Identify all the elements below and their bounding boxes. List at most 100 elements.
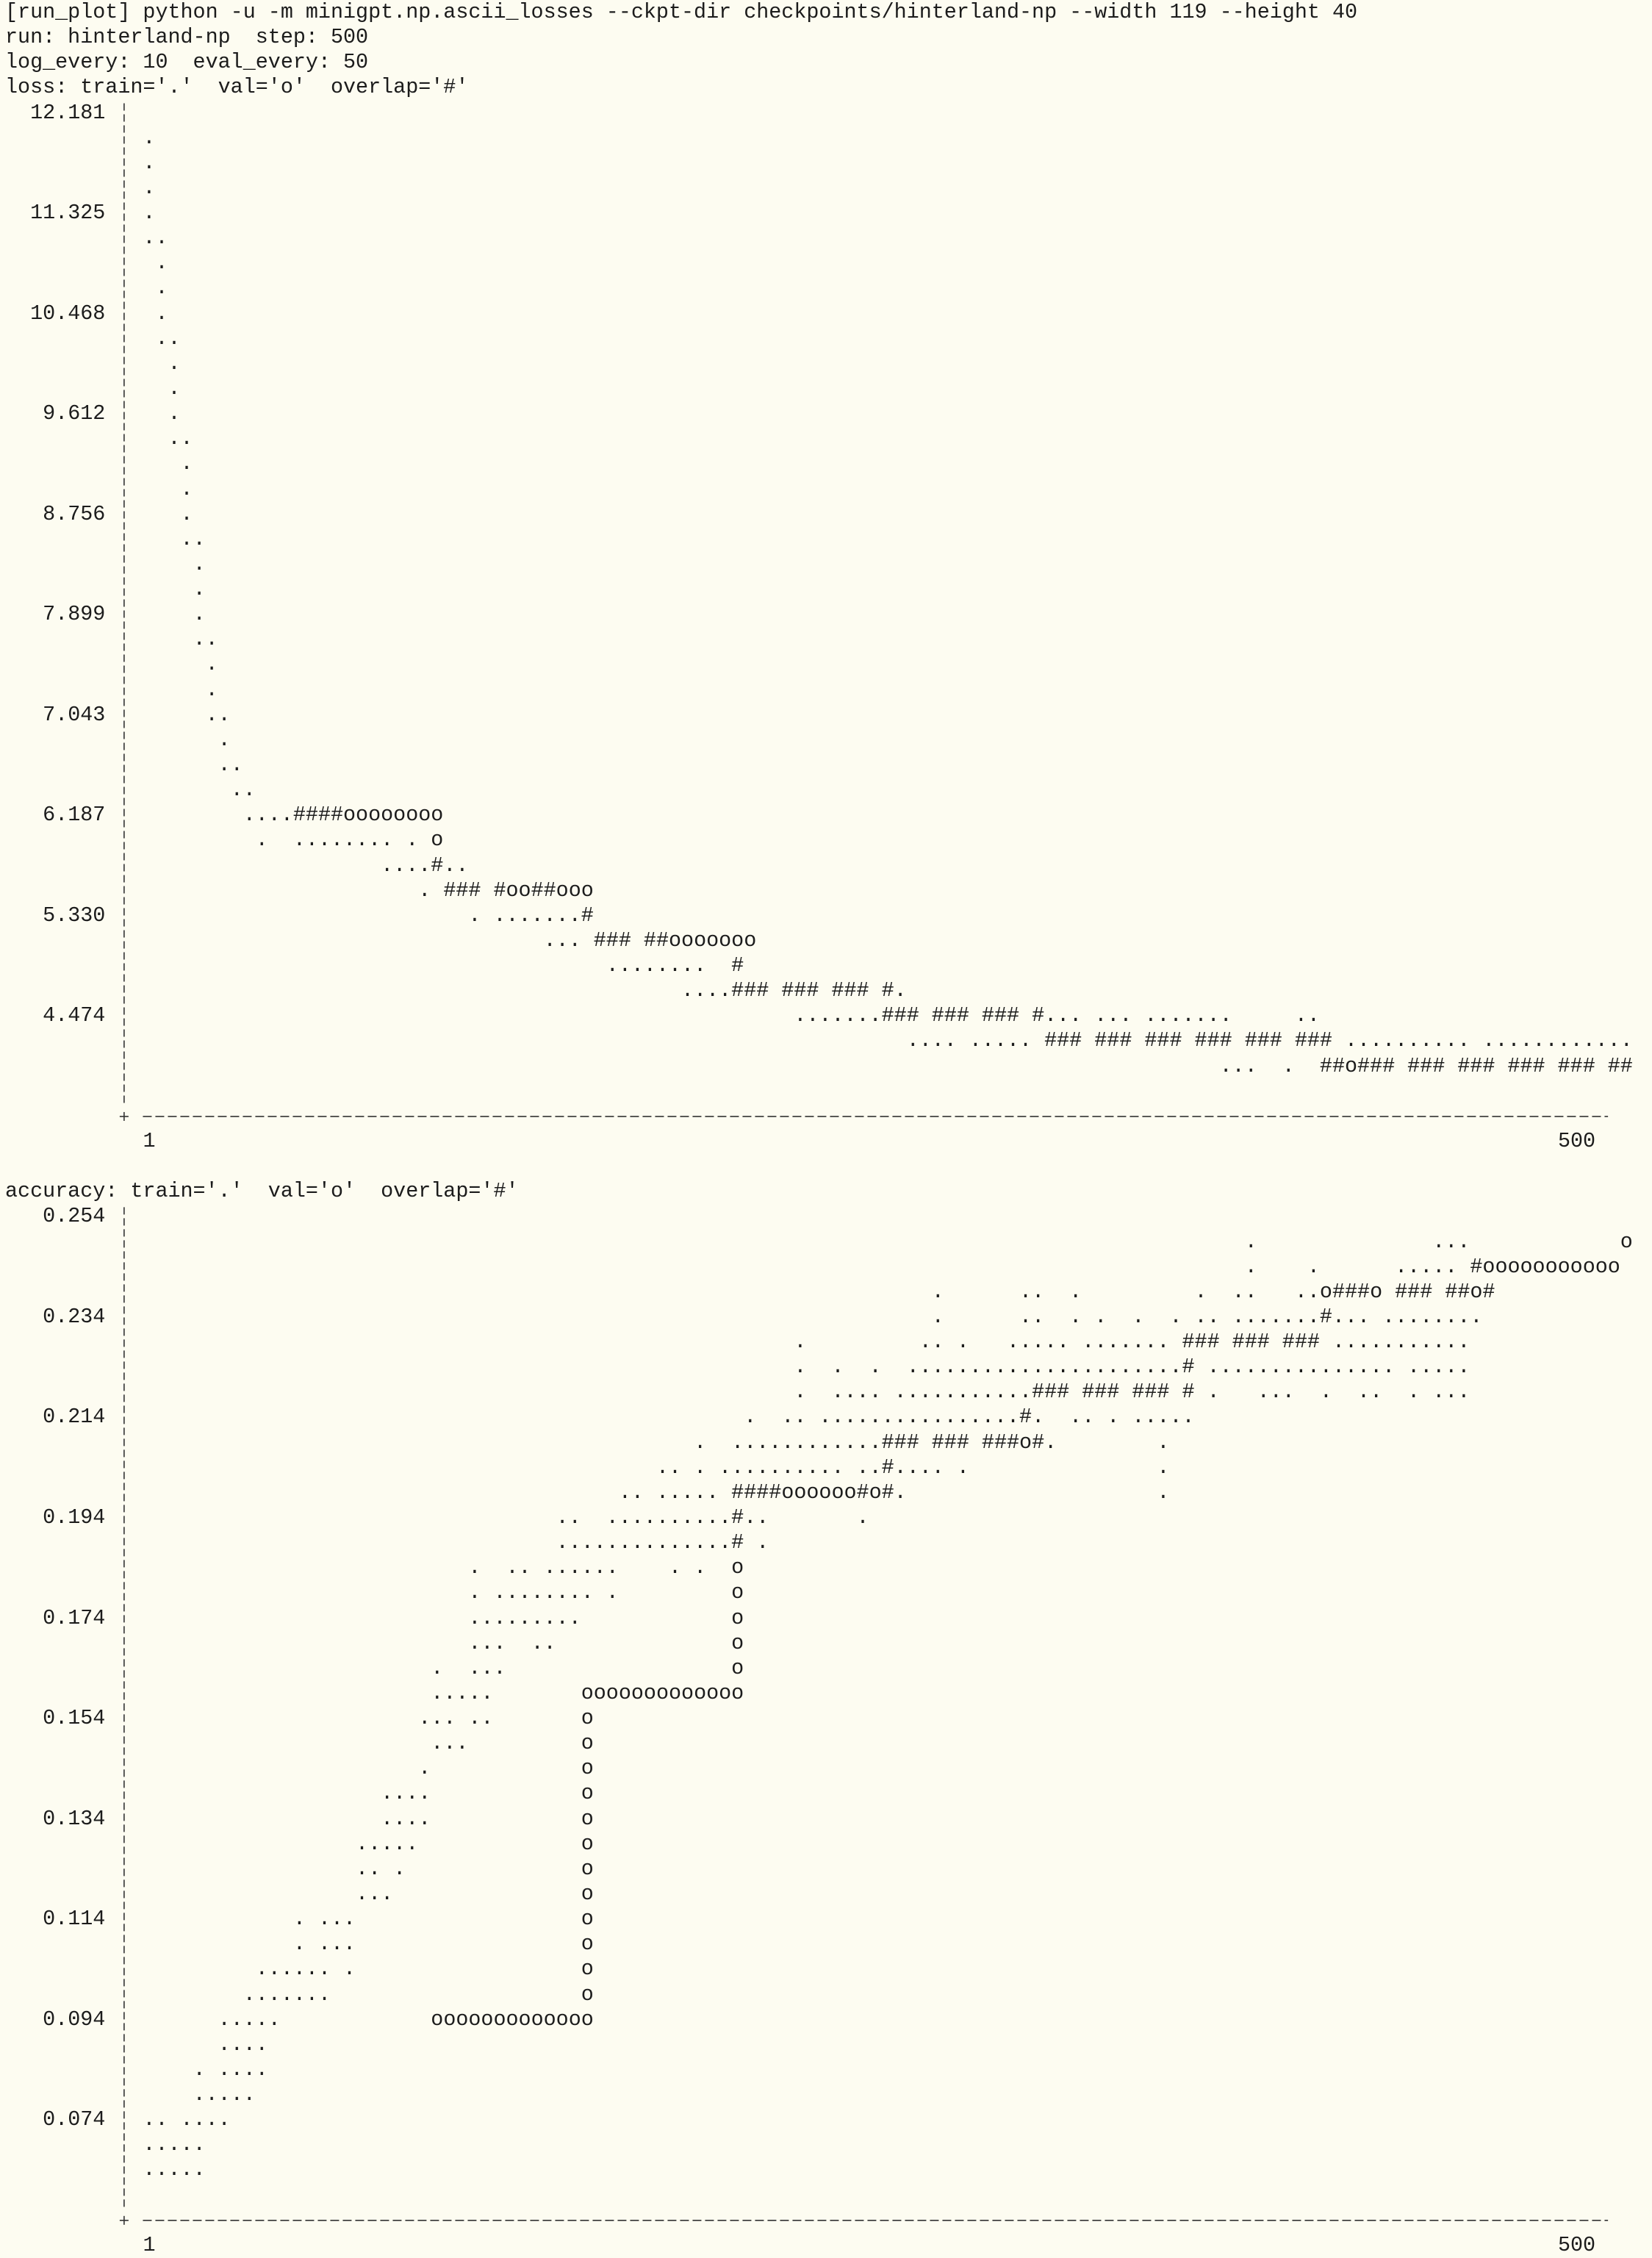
plot-row: . ........ . o [130, 828, 444, 853]
plot-row: .. [130, 426, 193, 451]
x-tick-label: 500 [1557, 1129, 1596, 1153]
plot-row: ... o [130, 1731, 594, 1756]
plot-row: . [130, 652, 218, 677]
plot-row: .. [130, 702, 231, 727]
plot-row: . .. . ..... ....... ### ### ### .......… [130, 1330, 1470, 1355]
plot-row: . [130, 125, 156, 150]
plot-row: . [130, 727, 231, 752]
x-tick-label: 500 [1557, 2232, 1596, 2257]
plot-row: . ........ . o [130, 1580, 744, 1605]
plot-row: .......### ### ### #... ... ....... .. [130, 1003, 1320, 1028]
plot-row: . [130, 551, 206, 576]
plot-row: . ### #oo##ooo [130, 878, 594, 903]
plot-row: ..... ooooooooooooo [130, 2007, 594, 2032]
plot-row: ....####oooooooo [130, 803, 444, 828]
plot-row: . .. ................#. .. . ..... [130, 1405, 1195, 1430]
run-info: run: hinterland-np step: 500 [5, 25, 369, 50]
plot-row: .. [130, 627, 218, 652]
plot-row: . .... [130, 2057, 268, 2082]
plot-row: .. [130, 753, 243, 777]
y-tick-label: 12.181 [30, 100, 106, 125]
x-tick-label: 1 [143, 2232, 156, 2257]
plot-row: .. ..........#.. . [130, 1505, 869, 1530]
plot-row: ... . ##o### ### ### ### ### ## [130, 1053, 1633, 1078]
plot-row: . .. . . .. ..o###o ### ##o# [130, 1279, 1495, 1304]
plot-row: . .... ...........### ### ### # . ... . … [130, 1380, 1470, 1405]
plot-row: . ... o [130, 1932, 594, 1957]
plot-row: ..... [130, 2082, 256, 2107]
plot-row: ....... o [130, 1982, 594, 2007]
plot-row: . [130, 451, 193, 476]
plot-row: ......... o [130, 1605, 744, 1630]
plot-row: .. [130, 226, 168, 251]
y-tick-label: 0.194 [43, 1505, 106, 1530]
y-tick-label: 9.612 [43, 401, 106, 426]
plot-row: .. [130, 526, 206, 551]
plot-row: . ... o [130, 1907, 594, 1932]
plot-row: .. ..... ####oooooo#o#. . [130, 1480, 1170, 1505]
plot-row: . [130, 150, 156, 175]
plot-row: . [130, 677, 218, 702]
plot-row: . .. . . . . .. .......#... ........ [130, 1304, 1483, 1329]
plot-row: .. . .......... ..#.... . . [130, 1455, 1170, 1480]
plot-row: . [130, 501, 193, 526]
plot-row: .... ..... ### ### ### ### ### ### .....… [130, 1028, 1633, 1053]
y-tick-label: 0.094 [43, 2007, 106, 2032]
plot-row: . o [130, 1756, 594, 1781]
plot-row: . .. ...... . . o [130, 1555, 744, 1580]
plot-legend: accuracy: train='.' val='o' overlap='#' [5, 1179, 519, 1204]
plot-row: . [130, 175, 156, 200]
plot-row: .. .... [130, 2107, 231, 2132]
plot-row: . [130, 476, 193, 501]
plot-row: . ... o [130, 1655, 744, 1680]
y-tick-label: 0.174 [43, 1605, 106, 1630]
plot-row: ........ # [130, 953, 744, 978]
y-tick-label: 10.468 [30, 301, 106, 326]
plot-row: . . . ......................# ..........… [130, 1355, 1470, 1380]
plot-row: ... .. o [130, 1630, 744, 1655]
plot-row: . [130, 401, 181, 426]
y-tick-label: 4.474 [43, 1003, 106, 1028]
y-tick-label: 0.234 [43, 1304, 106, 1329]
plot-row: . [130, 276, 168, 301]
plot-row: ....### ### ### #. [130, 978, 907, 1003]
y-tick-label: 8.756 [43, 501, 106, 526]
plot-row: ...... . o [130, 1957, 594, 1982]
plot-row: . [130, 251, 168, 276]
plot-row: .... o [130, 1806, 594, 1831]
plot-row: ..............# . [130, 1530, 769, 1555]
x-tick-label: 1 [143, 1129, 156, 1153]
plot-row: ..... [130, 2132, 206, 2157]
plot-row: . [130, 201, 156, 226]
y-tick-label: 0.134 [43, 1806, 106, 1831]
command-line: [run_plot] python -u -m minigpt.np.ascii… [5, 0, 1358, 24]
y-tick-label: 5.330 [43, 903, 106, 928]
y-tick-label: 7.899 [43, 602, 106, 627]
plot-row: ... .. o [130, 1706, 594, 1731]
y-tick-label: 0.214 [43, 1405, 106, 1430]
y-tick-label: 0.114 [43, 1907, 106, 1932]
plot-row: . [130, 577, 206, 602]
plot-row: ... o [130, 1882, 594, 1906]
plot-row: ... ### ##ooooooo [130, 928, 757, 953]
plot-row: . [130, 376, 181, 401]
plot-row: ..... o [130, 1831, 594, 1856]
plot-row: .. [130, 326, 181, 351]
log-info: log_every: 10 eval_every: 50 [5, 50, 369, 75]
plot-row: . .......# [130, 903, 594, 928]
plot-row: .. . o [130, 1856, 594, 1881]
plot-row: ....#.. [130, 853, 469, 878]
plot-row: .. [130, 778, 256, 803]
plot-legend: loss: train='.' val='o' overlap='#' [5, 75, 469, 100]
y-tick-label: 0.254 [43, 1204, 106, 1229]
y-tick-label: 7.043 [43, 702, 106, 727]
plot-row: .... o [130, 1781, 594, 1806]
y-tick-label: 6.187 [43, 803, 106, 828]
plot-row: . ... o [130, 1229, 1633, 1254]
y-tick-label: 0.154 [43, 1706, 106, 1731]
plot-row: .... [130, 2032, 268, 2057]
plot-row: . [130, 602, 206, 627]
plot-row: ..... [130, 2157, 206, 2182]
